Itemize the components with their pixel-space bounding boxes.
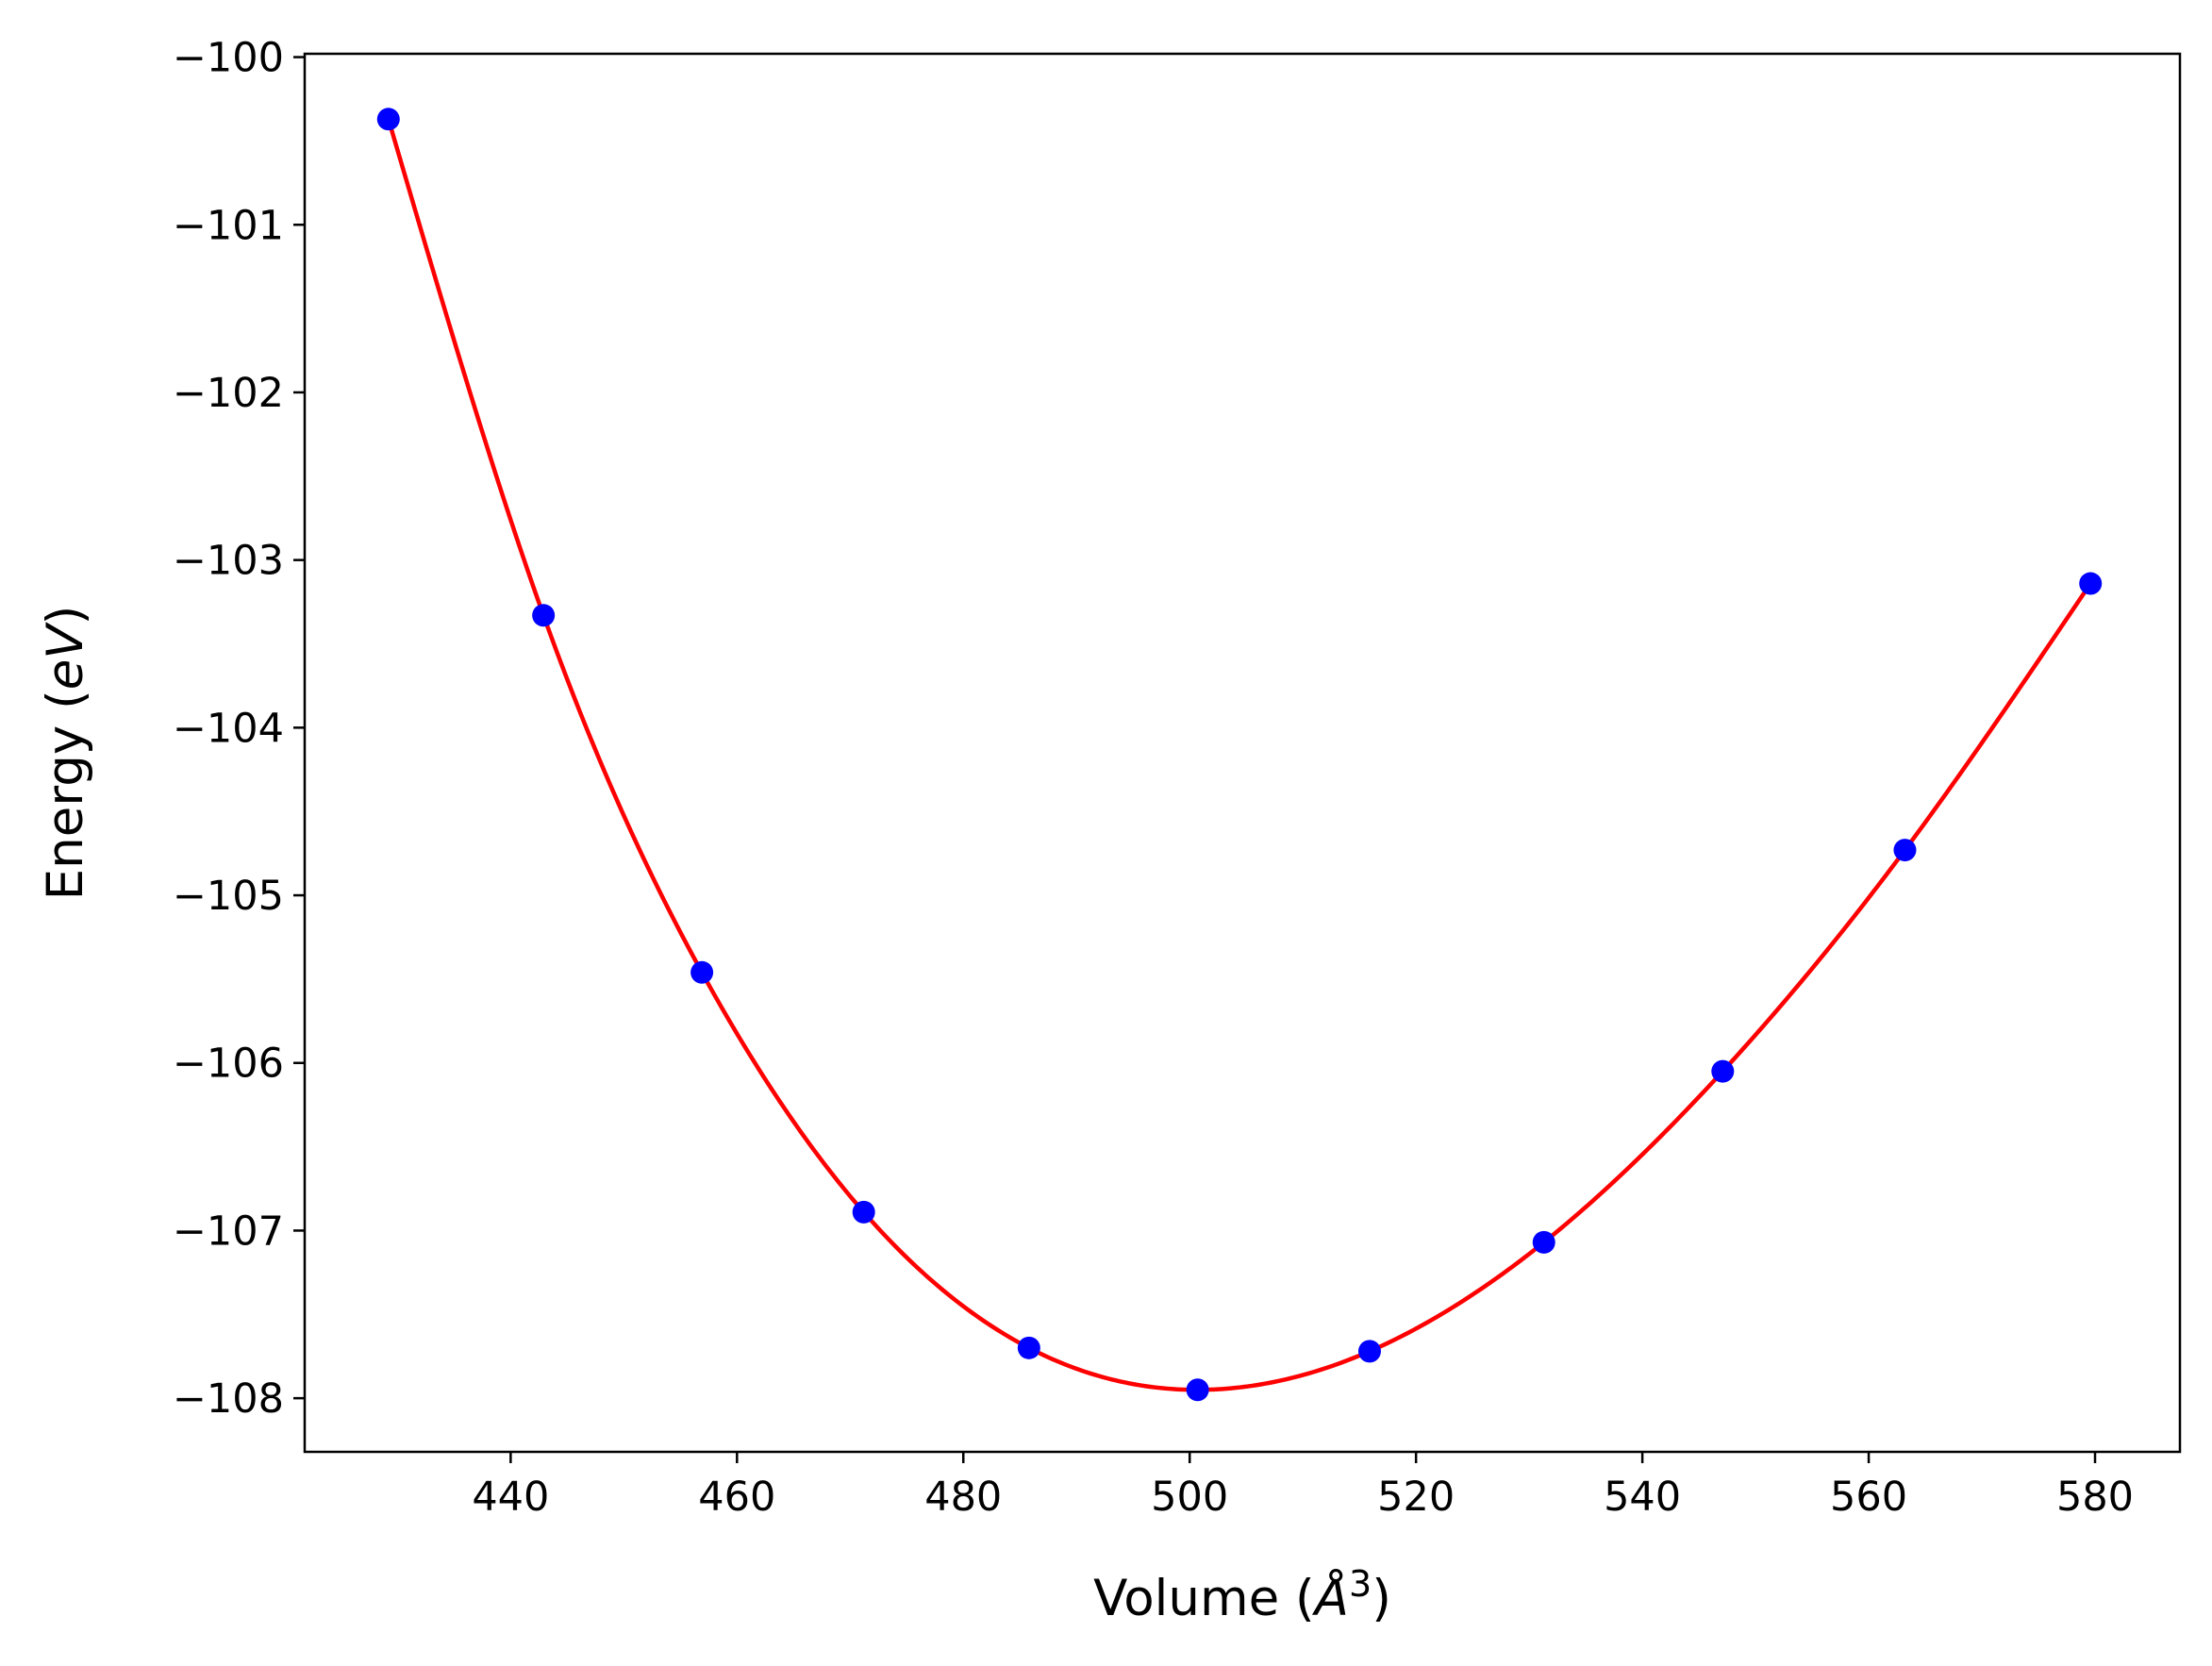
x-tick-label: 540 xyxy=(1604,1474,1681,1521)
data-point xyxy=(1711,1059,1735,1083)
x-tick-label: 480 xyxy=(924,1474,1002,1521)
data-point xyxy=(1532,1230,1555,1254)
y-tick-label: −107 xyxy=(173,1208,284,1255)
x-tick-label: 440 xyxy=(472,1474,549,1521)
y-tick-label: −105 xyxy=(173,873,284,920)
x-label-unit: Å xyxy=(1312,1567,1349,1627)
data-point xyxy=(532,604,556,627)
y-tick-label: −106 xyxy=(173,1041,284,1088)
data-point xyxy=(1893,839,1917,862)
x-label-suffix: ) xyxy=(1372,1570,1391,1627)
x-label-superscript: 3 xyxy=(1349,1563,1372,1605)
series-layer xyxy=(376,108,2103,1402)
data-point xyxy=(376,108,400,131)
y-tick-label: −108 xyxy=(173,1375,284,1423)
x-tick-label: 460 xyxy=(698,1474,775,1521)
x-tick-label: 580 xyxy=(2056,1474,2134,1521)
y-label-unit: eV xyxy=(37,622,94,691)
fit-curve-line xyxy=(386,117,2093,1392)
y-tick-label: −104 xyxy=(173,705,284,752)
data-point xyxy=(2079,572,2103,595)
y-label-suffix: ) xyxy=(37,606,94,625)
x-label-prefix: Volume ( xyxy=(1093,1570,1315,1627)
y-tick-label: −101 xyxy=(173,202,284,249)
x-tick-label: 500 xyxy=(1151,1474,1228,1521)
y-tick-label: −103 xyxy=(173,538,284,585)
plot-area xyxy=(305,54,2180,1452)
y-tick-label: −102 xyxy=(173,370,284,417)
data-point xyxy=(690,960,714,984)
data-point xyxy=(1017,1336,1040,1359)
y-tick-label: −100 xyxy=(173,35,284,82)
data-point xyxy=(1186,1378,1209,1402)
x-axis-label: Volume (Å3) xyxy=(1093,1563,1391,1627)
data-point xyxy=(852,1200,875,1224)
x-tick-label: 560 xyxy=(1830,1474,1907,1521)
y-axis-label: Energy (eV) xyxy=(37,606,94,901)
y-label-prefix: Energy ( xyxy=(37,690,94,900)
data-point xyxy=(1357,1340,1381,1363)
x-axis-ticks: 440 460 480 500 520 540 560 580 xyxy=(472,1452,2134,1521)
y-axis-ticks: −100 −101 −102 −103 −104 −105 −106 −107 −108 xyxy=(173,35,305,1423)
x-tick-label: 520 xyxy=(1377,1474,1455,1521)
plot-frame xyxy=(303,52,2182,1454)
